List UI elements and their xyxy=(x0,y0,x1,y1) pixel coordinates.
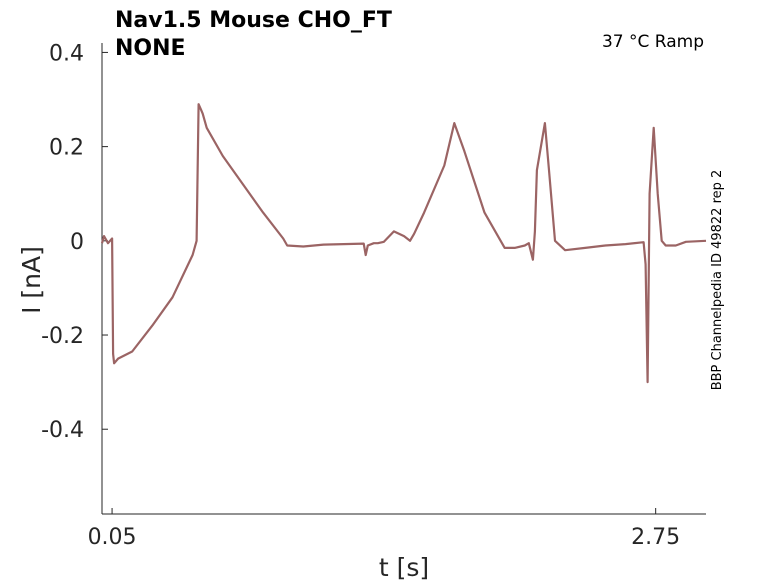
current-trace-line-0 xyxy=(100,103,707,384)
y-tick-label: 0.2 xyxy=(49,136,84,161)
x-tick-label: 0.05 xyxy=(88,525,137,550)
temperature-protocol-annotation: 37 °C Ramp xyxy=(602,32,704,52)
x-axis-ticks: 0.05 2.75 xyxy=(88,508,680,550)
y-axis-ticks: 0.4 0.2 0 -0.2 -0.4 xyxy=(41,41,108,443)
chart-title-line1: Nav1.5 Mouse CHO_FT xyxy=(115,8,392,33)
x-axis-label: t [s] xyxy=(379,553,429,582)
channelpedia-id-label: BBP Channelpedia ID 49822 rep 2 xyxy=(710,170,725,391)
chart-title-line2: NONE xyxy=(115,36,186,61)
y-tick-label: -0.4 xyxy=(41,418,84,443)
y-tick-label: 0.4 xyxy=(49,41,84,66)
y-tick-label: 0 xyxy=(70,230,84,255)
series-group xyxy=(100,103,707,384)
x-tick-label: 2.75 xyxy=(631,525,680,550)
y-tick-label: -0.2 xyxy=(41,324,84,349)
y-axis-label: I [nA] xyxy=(17,246,46,314)
